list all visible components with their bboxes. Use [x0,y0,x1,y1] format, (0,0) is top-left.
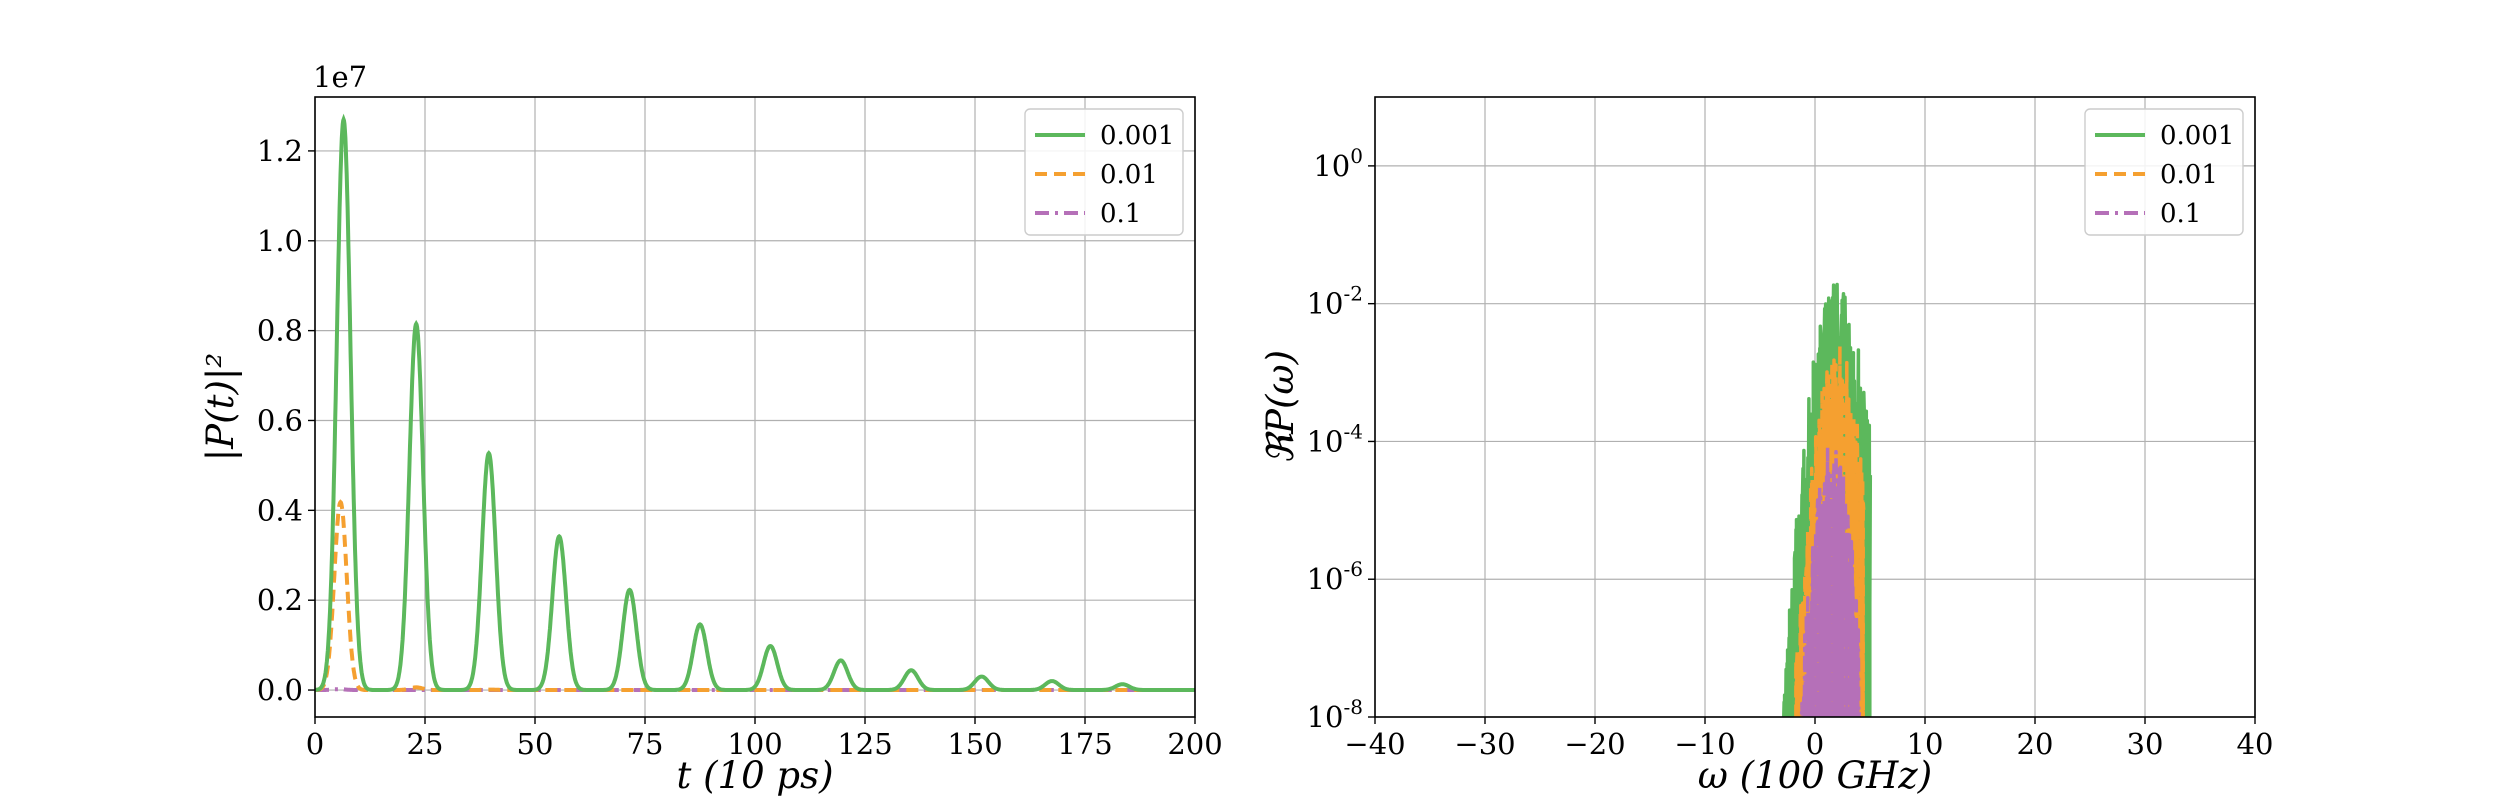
time-domain-plot: 0 25 50 75 100 125 150 175 200 0.0 0.2 0.4 0.6 0.8 1.… [199,60,1223,797]
y-tick-label: 0.4 [257,493,303,527]
x-tick-label: −10 [1674,727,1735,761]
legend-label: 0.1 [1100,199,1141,229]
x-tick-label: 175 [1057,727,1112,761]
legend-label: 0.01 [1100,160,1158,190]
series-line-0.1 [1799,445,1862,717]
y-axis-label: ℜP(ω) [1259,350,1302,464]
y-tick-label: 0.2 [257,583,303,617]
legend: 0.001 0.01 0.1 [1024,108,1184,236]
y-tick-label: 10-4 [1307,419,1363,458]
legend: 0.001 0.01 0.1 [2084,108,2244,236]
y-tick-label: 10-8 [1307,695,1363,734]
x-tick-label: 40 [2237,727,2274,761]
y-tick-label: 10-6 [1307,557,1363,596]
x-tick-label: 75 [627,727,664,761]
x-tick-label: 100 [727,727,782,761]
x-tick-label: −40 [1344,727,1405,761]
y-offset-text: 1e7 [313,60,367,94]
x-tick-label: 30 [2127,727,2164,761]
y-tick-labels: 10-8 10-6 10-4 10-2 100 [1307,144,1375,734]
y-tick-label: 0.8 [257,314,303,348]
x-tick-labels: 0 25 50 75 100 125 150 175 200 [306,717,1223,761]
x-tick-label: −30 [1454,727,1515,761]
y-tick-label: 1.2 [257,134,303,168]
y-tick-labels: 0.0 0.2 0.4 0.6 0.8 1.0 1.2 [257,134,315,707]
legend-box [1024,108,1184,236]
x-tick-labels: −40 −30 −20 −10 0 10 20 30 40 [1344,717,2273,761]
x-tick-label: −20 [1564,727,1625,761]
x-tick-label: 125 [837,727,892,761]
frequency-domain-plot: −40 −30 −20 −10 0 10 20 30 40 10-810-610-410-210… [1259,96,2273,797]
y-tick-label: 0.0 [257,673,303,707]
x-tick-label: 150 [947,727,1002,761]
legend-label: 0.1 [2160,199,2201,229]
x-tick-label: 50 [517,727,554,761]
legend-label: 0.01 [2160,160,2218,190]
series-curves [1782,282,1873,717]
x-tick-label: 200 [1167,727,1222,761]
y-tick-label: 100 [1313,144,1363,183]
legend-label: 0.001 [2160,121,2234,151]
x-tick-label: 25 [407,727,444,761]
x-tick-label: 0 [1806,727,1824,761]
x-tick-label: 0 [306,727,324,761]
legend-label: 0.001 [1100,121,1174,151]
y-tick-label: 0.6 [257,403,303,437]
y-tick-label: 1.0 [257,224,303,258]
x-axis-label: ω (100 GHz) [1698,754,1933,797]
series-curves [314,113,1195,692]
x-tick-label: 20 [2017,727,2054,761]
legend-box [2084,108,2244,236]
y-axis-label: |P(t)|² [199,353,242,461]
x-axis-label: t (10 ps) [676,754,833,797]
y-tick-label: 10-2 [1307,282,1363,321]
x-tick-label: 10 [1907,727,1944,761]
series-line-0.001 [314,113,1195,692]
